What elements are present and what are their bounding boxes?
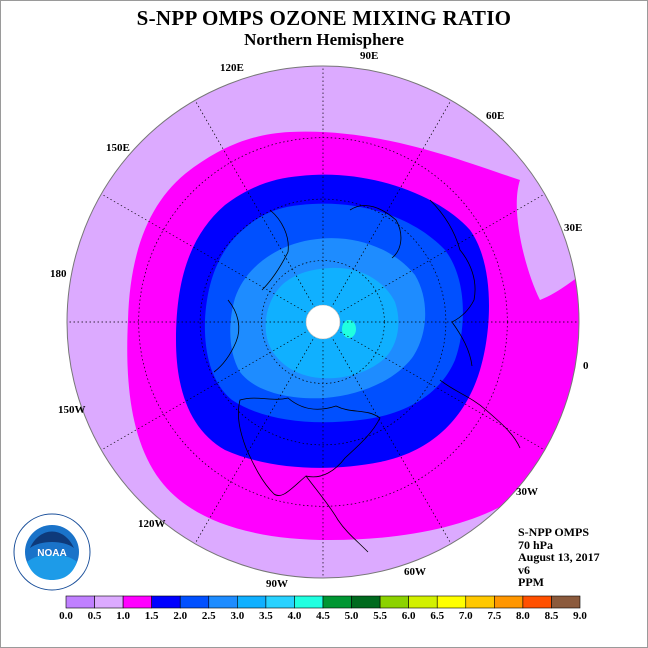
colorbar-swatch (522, 595, 552, 609)
lon-label-120w: 120W (138, 518, 166, 530)
colorbar-tick-label: 4.5 (316, 610, 330, 622)
info-level: 70 hPa (518, 537, 554, 552)
meridian-line (194, 100, 324, 323)
colorbar-tick-label: 5.5 (373, 610, 387, 622)
colorbar-tick-label: 8.0 (516, 610, 530, 622)
meridian-line (322, 321, 452, 544)
colorbar-swatch (151, 595, 181, 609)
colorbar-swatch (65, 595, 95, 609)
colorbar-swatch (494, 595, 524, 609)
coastlines (213, 199, 521, 553)
colorbar-swatch (94, 595, 124, 609)
info-date: August 13, 2017 (518, 550, 600, 564)
colorbar-swatch (551, 595, 581, 609)
colorbar-tick-label: 5.0 (344, 610, 359, 622)
colorbar-tick-label: 3.0 (230, 610, 245, 622)
info-units: PPM (518, 575, 544, 589)
colorbar-swatch (208, 595, 238, 609)
meridian-line (322, 321, 545, 451)
map-boundary (66, 65, 580, 579)
colorbar-tick-label: 8.5 (544, 610, 559, 622)
noaa-logo: NOAA (13, 513, 91, 591)
meridian-line (322, 100, 452, 323)
colorbar-swatch (465, 595, 495, 609)
latitude-circle (261, 260, 385, 384)
colorbar-swatch (379, 595, 409, 609)
map-subtitle: Northern Hemisphere (244, 30, 404, 49)
meridian-line (194, 321, 324, 544)
colorbar-swatch (122, 595, 152, 609)
info-version: v6 (518, 562, 530, 577)
lon-label-150e: 150E (106, 142, 130, 154)
graticule (67, 66, 579, 578)
colorbar-swatch (408, 595, 438, 609)
colorbar (65, 595, 581, 609)
colorbar-swatch (351, 595, 381, 609)
colorbar-swatch (237, 595, 267, 609)
colorbar-tick-label: 4.0 (287, 610, 302, 622)
colorbar-tick-label: 7.0 (458, 610, 473, 622)
lon-label-30w: 30W (516, 486, 538, 498)
colorbar-swatch (294, 595, 324, 609)
lon-label-0: 0 (583, 360, 589, 372)
colorbar-swatch (179, 595, 210, 609)
colorbar-tick-label: 6.5 (430, 610, 445, 622)
colorbar-tick-label: 1.0 (116, 610, 130, 622)
latitude-circle (138, 137, 508, 507)
colorbar-tick-label: 0.0 (59, 610, 73, 622)
lon-label-60e: 60E (486, 110, 505, 122)
lon-label-180: 180 (50, 268, 67, 280)
lon-label-120e: 120E (220, 62, 244, 74)
colorbar-tick-label: 6.0 (401, 610, 416, 622)
colorbar-tick-label: 3.5 (259, 610, 273, 622)
meridian-line (101, 321, 324, 451)
lon-label-90w: 90W (266, 578, 288, 590)
colorbar-tick-label: 1.5 (144, 610, 159, 622)
colorbar-tick-label: 9.0 (573, 610, 587, 622)
polar-data-gap (305, 304, 341, 340)
colorbar-tick-label: 0.5 (87, 610, 102, 622)
info-instrument: S-NPP OMPS (518, 525, 589, 539)
noaa-logo-text: NOAA (37, 548, 66, 559)
colorbar-tick-label: 7.5 (487, 610, 502, 622)
lon-label-30e: 30E (564, 222, 583, 234)
product-info: S-NPP OMPS 70 hPa August 13, 2017 v6 PPM (518, 526, 600, 589)
colorbar-swatch (322, 595, 352, 609)
lon-label-60w: 60W (404, 566, 426, 578)
lon-label-90e: 90E (360, 50, 379, 62)
colorbar-tick-label: 2.0 (173, 610, 188, 622)
ozone-level-spot (342, 320, 356, 338)
colorbar-swatch (436, 595, 467, 609)
colorbar-swatch (265, 595, 295, 609)
latitude-circle (199, 198, 447, 446)
meridian-line (101, 193, 324, 323)
lon-label-150w: 150W (58, 404, 86, 416)
map-title: S-NPP OMPS OZONE MIXING RATIO (136, 6, 512, 30)
meridian-line (322, 193, 545, 323)
colorbar-tick-label: 2.5 (201, 610, 216, 622)
